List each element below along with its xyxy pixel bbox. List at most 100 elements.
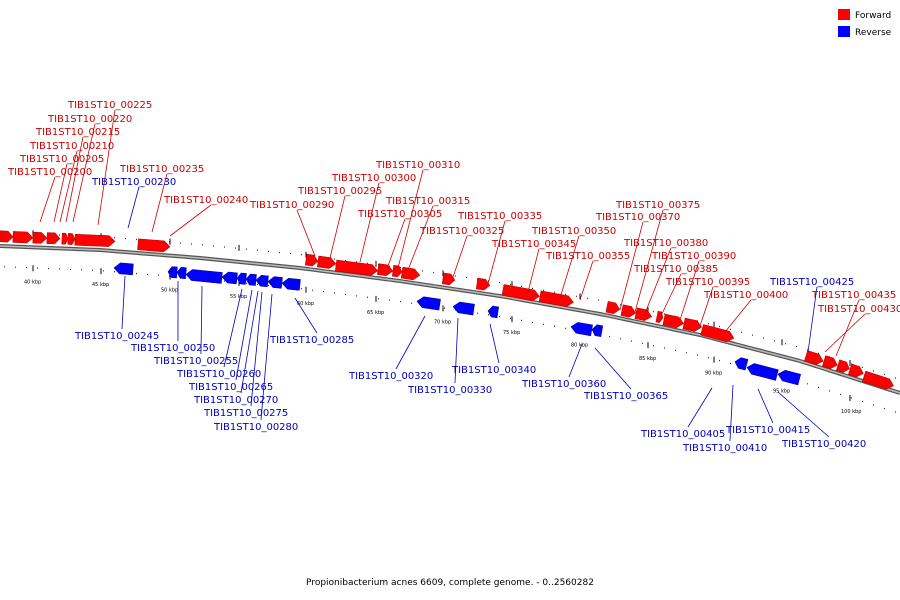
scale-dot (620, 304, 621, 306)
reverse-gene-label: TIB1ST10_00330 (407, 385, 492, 396)
scale-dot (246, 282, 247, 284)
scale-dot (895, 411, 896, 413)
forward-gene-arrow (822, 355, 838, 369)
forward-gene-arrow (620, 304, 637, 318)
forward-gene-leader-line (824, 313, 866, 353)
reverse-gene-label: TIB1ST10_00415 (725, 425, 810, 436)
legend: Forward Reverse (838, 9, 892, 38)
reverse-gene-leader-line (395, 315, 426, 370)
reverse-gene-leader-line (489, 323, 500, 364)
scale-dot (191, 243, 192, 245)
scale-dot (653, 311, 654, 313)
reverse-gene-leader-line (568, 343, 583, 378)
forward-gene-label: TIB1ST10_00435 (811, 290, 896, 301)
forward-gene-leader-line (634, 209, 664, 313)
forward-gene-arrow (862, 370, 894, 390)
scale-tick-label: 50 kbp (161, 288, 178, 294)
scale-dot (510, 283, 511, 285)
scale-dot (103, 270, 104, 272)
scale-tick-label: 60 kbp (297, 301, 314, 307)
forward-gene-leader-line (451, 235, 468, 281)
forward-gene-label: TIB1ST10_00315 (385, 196, 470, 207)
scale-dot (114, 237, 115, 239)
scale-dot (521, 319, 522, 321)
forward-gene-arrow (61, 232, 69, 245)
forward-gene-leader-line (169, 204, 212, 237)
scale-dot (367, 296, 368, 298)
reverse-gene-label: TIB1ST10_00245 (74, 331, 159, 342)
reverse-gene-arrow (176, 267, 187, 279)
forward-gene-leader-line (72, 123, 96, 223)
scale-dot (664, 347, 665, 349)
reverse-gene-leader-line (757, 388, 774, 424)
forward-gene-label: TIB1ST10_00390 (651, 251, 736, 262)
forward-gene-arrow (67, 233, 76, 245)
genome-caption: Propionibacterium acnes 6609, complete g… (306, 578, 594, 588)
scale-dot (279, 251, 280, 254)
scale-dot (620, 338, 621, 340)
forward-gene-leader-line (619, 221, 644, 311)
scale-dot (422, 270, 423, 272)
scale-dot (598, 299, 599, 301)
forward-gene-label: TIB1ST10_00200 (7, 167, 92, 178)
forward-gene-arrow (317, 255, 337, 269)
scale-dot (224, 280, 225, 282)
reverse-gene-label: TIB1ST10_00270 (193, 395, 278, 406)
reverse-gene-label: TIB1ST10_00425 (769, 277, 854, 288)
forward-gene-arrow (655, 310, 664, 324)
scale-dot (224, 246, 225, 248)
scale-dot (488, 314, 489, 316)
reverse-gene-arrow (281, 277, 301, 291)
forward-gene-leader-line (39, 176, 56, 223)
reverse-gene-arrow (452, 301, 475, 316)
forward-gene-arrow (400, 266, 421, 281)
scale-dot (136, 238, 137, 241)
forward-gene-arrow (682, 317, 702, 332)
reverse-gene-leader-line (594, 347, 632, 390)
scale-tick-label: 95 kbp (773, 388, 790, 394)
scale-dot (708, 323, 709, 325)
forward-gene-label: TIB1ST10_00235 (119, 164, 204, 175)
forward-gene-arrow (137, 238, 171, 253)
scale-dot (323, 291, 324, 293)
forward-gene-leader-line (97, 109, 116, 226)
forward-gene-leader-line (835, 299, 860, 357)
reverse-gene-label: TIB1ST10_00360 (521, 379, 606, 390)
scale-dot (499, 315, 500, 318)
legend-forward-label: Forward (855, 11, 891, 21)
reverse-gene-label: TIB1ST10_00250 (130, 343, 215, 354)
scale-tick-label: 70 kbp (434, 319, 451, 325)
forward-gene-label: TIB1ST10_00355 (545, 251, 630, 262)
scale-dot (543, 323, 544, 325)
reverse-gene-arrow (267, 276, 283, 289)
forward-gene-label: TIB1ST10_00350 (531, 226, 616, 237)
scale-dot (411, 302, 412, 304)
scale-dot (400, 267, 401, 269)
scale-dot (455, 275, 456, 277)
scale-dot (114, 271, 115, 273)
forward-gene-arrow (335, 259, 379, 276)
scale-tick-label: 55 kbp (230, 294, 247, 300)
reverse-gene-leader-line (687, 387, 713, 428)
scale-dot (730, 328, 731, 330)
scale-dot (851, 397, 852, 399)
forward-gene-arrow (848, 363, 864, 378)
scale-dot (873, 404, 874, 406)
reverse-gene-arrow (777, 370, 801, 386)
scale-dot (301, 254, 302, 256)
scale-dot (730, 362, 731, 364)
forward-gene-arrow (634, 307, 653, 321)
forward-gene-label: TIB1ST10_00210 (29, 141, 114, 152)
reverse-gene-arrow (591, 324, 604, 337)
reverse-gene-label: TIB1ST10_00255 (153, 356, 238, 367)
reverse-gene-label: TIB1ST10_00285 (269, 335, 354, 346)
reverse-gene-arrow (167, 266, 178, 279)
scale-dot (257, 283, 258, 285)
scale-dot (664, 313, 665, 315)
forward-gene-leader-line (527, 248, 540, 293)
scale-dot (807, 349, 808, 351)
scale-dot (642, 342, 643, 344)
scale-dot (884, 407, 885, 410)
scale-dot (532, 321, 533, 323)
